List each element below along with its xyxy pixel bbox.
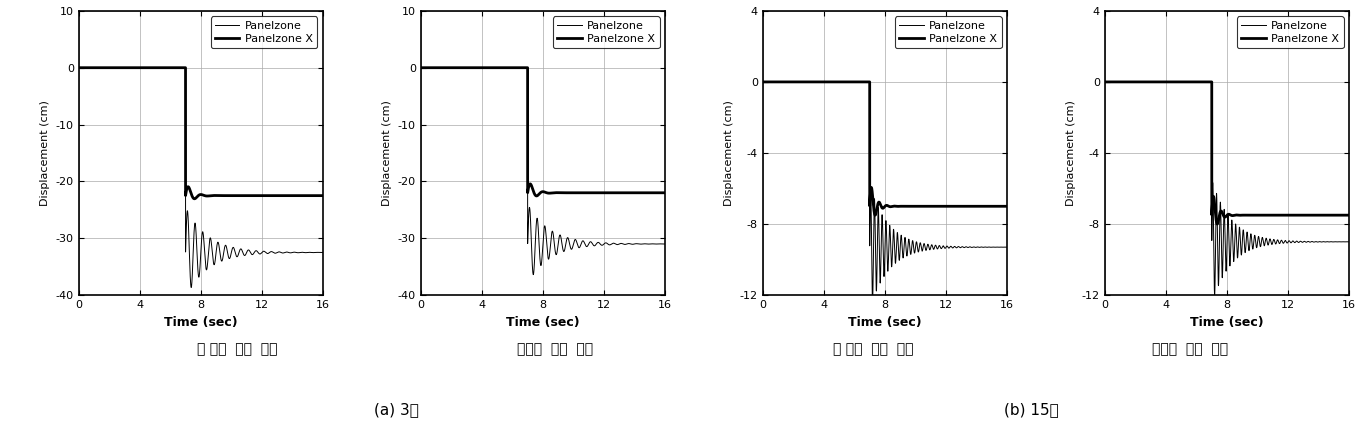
Panelzone	[83, 65, 99, 70]
Panelzone	[843, 79, 860, 85]
Panelzone	[1341, 239, 1356, 244]
Legend: Panelzone, Panelzone X: Panelzone, Panelzone X	[895, 16, 1002, 48]
Panelzone	[1241, 245, 1257, 250]
Panelzone X	[1109, 79, 1125, 85]
Panelzone X	[1252, 213, 1268, 218]
Y-axis label: Displacement (cm): Displacement (cm)	[382, 100, 392, 206]
Panelzone	[656, 241, 673, 247]
Panelzone	[315, 250, 331, 255]
Text: 중앙부  기둥  제거: 중앙부 기둥 제거	[1153, 342, 1229, 356]
Panelzone X	[1341, 213, 1356, 218]
Panelzone X	[1210, 221, 1226, 227]
Panelzone X	[159, 65, 175, 70]
Panelzone	[767, 79, 784, 85]
X-axis label: Time (sec): Time (sec)	[848, 316, 922, 329]
Panelzone	[183, 285, 199, 290]
Panelzone	[568, 237, 584, 243]
Line: Panelzone X: Panelzone X	[763, 82, 1008, 215]
Panelzone	[910, 249, 926, 254]
Panelzone X	[594, 190, 610, 195]
Panelzone	[1097, 79, 1113, 85]
Panelzone X	[315, 193, 331, 198]
Panelzone	[1291, 240, 1307, 245]
Panelzone	[949, 245, 965, 250]
Panelzone	[999, 244, 1016, 250]
Panelzone	[755, 79, 772, 85]
Legend: Panelzone, Panelzone X: Panelzone, Panelzone X	[553, 16, 659, 48]
Panelzone X	[999, 204, 1016, 209]
Panelzone	[557, 244, 574, 249]
Text: 두 번째  기둥  제거: 두 번째 기둥 제거	[197, 342, 278, 356]
Line: Panelzone X: Panelzone X	[79, 68, 323, 199]
Panelzone	[525, 272, 541, 277]
Legend: Panelzone, Panelzone X: Panelzone, Panelzone X	[210, 16, 317, 48]
Line: Panelzone: Panelzone	[763, 82, 1008, 301]
Panelzone X	[502, 65, 518, 70]
Panelzone X	[1097, 79, 1113, 85]
Panelzone X	[412, 65, 428, 70]
Panelzone X	[866, 213, 883, 218]
Panelzone X	[755, 79, 772, 85]
Panelzone X	[843, 79, 860, 85]
Panelzone X	[910, 204, 926, 209]
Panelzone	[1277, 239, 1294, 244]
Panelzone X	[568, 190, 584, 195]
Panelzone	[502, 65, 518, 70]
Panelzone X	[226, 193, 243, 198]
Panelzone	[936, 244, 952, 250]
Text: 중앙부  기둥  제거: 중앙부 기둥 제거	[517, 342, 593, 356]
Panelzone X	[264, 193, 281, 198]
Panelzone X	[186, 196, 202, 201]
Panelzone	[606, 241, 622, 246]
Panelzone X	[606, 190, 622, 195]
Text: (b) 15층: (b) 15층	[1005, 403, 1059, 418]
Panelzone	[1185, 79, 1201, 85]
Line: Panelzone: Panelzone	[1105, 82, 1349, 296]
Panelzone X	[529, 193, 545, 198]
X-axis label: Time (sec): Time (sec)	[164, 316, 237, 329]
Panelzone	[252, 251, 268, 256]
Panelzone	[1109, 79, 1125, 85]
Line: Panelzone X: Panelzone X	[1105, 82, 1349, 224]
Panelzone X	[936, 204, 952, 209]
Panelzone	[216, 253, 232, 258]
Panelzone	[899, 250, 915, 256]
Panelzone	[424, 65, 441, 70]
Y-axis label: Displacement (cm): Displacement (cm)	[724, 100, 734, 206]
Panelzone X	[1277, 213, 1294, 218]
Panelzone	[1252, 243, 1268, 249]
Panelzone X	[83, 65, 99, 70]
Panelzone	[594, 243, 610, 248]
X-axis label: Time (sec): Time (sec)	[1191, 316, 1264, 329]
Panelzone	[159, 65, 175, 70]
Panelzone X	[1185, 79, 1201, 85]
Panelzone X	[71, 65, 87, 70]
Panelzone	[1207, 293, 1223, 298]
Panelzone	[264, 250, 281, 255]
Panelzone X	[424, 65, 441, 70]
Panelzone X	[656, 190, 673, 195]
Text: (a) 3층: (a) 3층	[374, 403, 419, 418]
Panelzone X	[1291, 213, 1307, 218]
X-axis label: Time (sec): Time (sec)	[506, 316, 580, 329]
Panelzone X	[1241, 213, 1257, 218]
Panelzone X	[216, 193, 232, 198]
Line: Panelzone: Panelzone	[420, 68, 664, 275]
Panelzone X	[557, 190, 574, 195]
Y-axis label: Displacement (cm): Displacement (cm)	[1066, 100, 1077, 206]
Panelzone X	[767, 79, 784, 85]
Line: Panelzone X: Panelzone X	[420, 68, 664, 196]
Y-axis label: Displacement (cm): Displacement (cm)	[41, 100, 50, 206]
Panelzone	[412, 65, 428, 70]
Panelzone	[71, 65, 87, 70]
Panelzone	[864, 298, 880, 303]
Panelzone X	[949, 204, 965, 209]
Panelzone X	[899, 204, 915, 209]
Panelzone	[226, 246, 243, 251]
Legend: Panelzone, Panelzone X: Panelzone, Panelzone X	[1237, 16, 1344, 48]
Text: 두 번째  기둥  제거: 두 번째 기둥 제거	[833, 342, 913, 356]
Panelzone X	[252, 193, 268, 198]
Line: Panelzone: Panelzone	[79, 68, 323, 287]
